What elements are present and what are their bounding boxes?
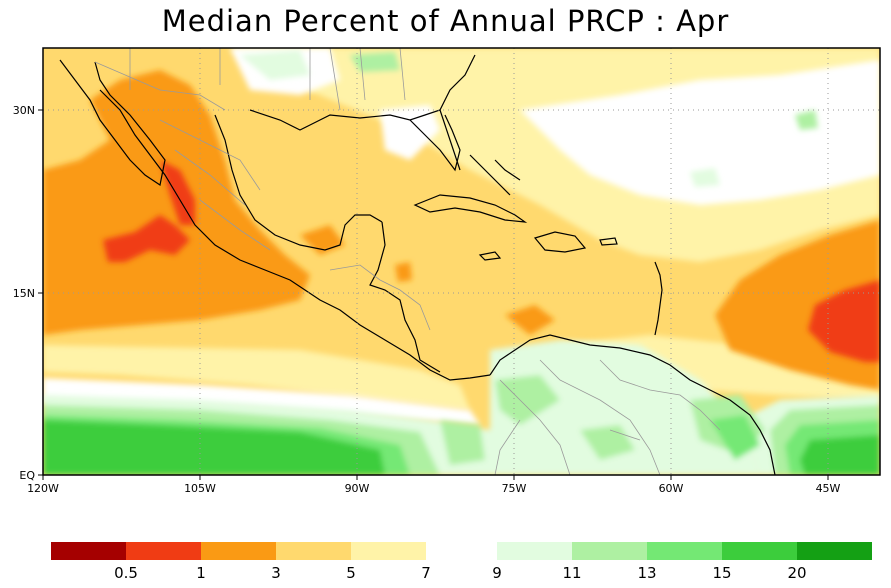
colorbar-label-1: 1 xyxy=(196,564,206,582)
colorbar-label-4: 7 xyxy=(421,564,431,582)
colorbar-label-6: 11 xyxy=(562,564,581,582)
colorbar-box-1 xyxy=(126,542,201,560)
lat-label-15n: 15N xyxy=(13,287,35,300)
map-plot-area xyxy=(43,48,880,475)
lon-label-60w: 60W xyxy=(659,482,684,495)
colorbar-box-9 xyxy=(797,542,872,560)
colorbar-box-5 xyxy=(497,542,572,560)
lon-label-90w: 90W xyxy=(345,482,370,495)
colorbar-box-4 xyxy=(351,542,426,560)
colorbar-label-2: 3 xyxy=(271,564,281,582)
colorbar-label-8: 15 xyxy=(712,564,731,582)
lat-label-eq: EQ xyxy=(19,469,35,482)
colorbar: 0.5 1 3 5 7 9 11 13 15 20 xyxy=(51,542,872,582)
colorbar-label-3: 5 xyxy=(346,564,356,582)
lon-label-45w: 45W xyxy=(816,482,841,495)
colorbar-label-5: 9 xyxy=(492,564,502,582)
map-title: Median Percent of Annual PRCP : Apr xyxy=(161,4,730,38)
colorbar-label-7: 13 xyxy=(637,564,656,582)
lon-label-105w: 105W xyxy=(184,482,216,495)
lon-label-75w: 75W xyxy=(502,482,527,495)
colorbar-box-2 xyxy=(201,542,276,560)
colorbar-box-0 xyxy=(51,542,126,560)
lat-label-30n: 30N xyxy=(13,104,35,117)
political-borders xyxy=(94,48,721,475)
colorbar-box-8 xyxy=(722,542,797,560)
grid-lines xyxy=(43,48,880,475)
colorbar-box-7 xyxy=(647,542,722,560)
lon-label-120w: 120W xyxy=(27,482,59,495)
map-frame xyxy=(42,47,881,476)
colorbar-box-6 xyxy=(572,542,647,560)
colorbar-box-3 xyxy=(276,542,351,560)
coastlines xyxy=(59,54,776,475)
colorbar-label-9: 20 xyxy=(787,564,806,582)
colorbar-label-0: 0.5 xyxy=(114,564,138,582)
